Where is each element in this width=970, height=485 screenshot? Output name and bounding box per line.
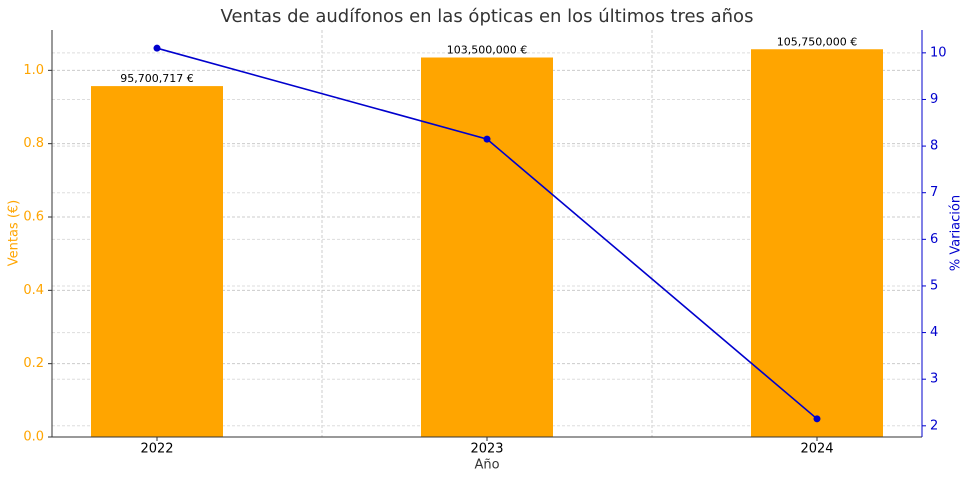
y2-tick-label: 7 <box>930 185 938 200</box>
x-tick-label: 2023 <box>470 442 503 457</box>
y-tick-label: 1.0 <box>23 63 44 78</box>
y2-tick-label: 2 <box>930 418 938 433</box>
y-tick-label: 0.4 <box>23 283 44 298</box>
bar <box>751 49 883 437</box>
y-tick-label: 0.6 <box>23 210 44 225</box>
y2-tick-label: 8 <box>930 139 938 154</box>
y2-tick-label: 9 <box>930 92 938 107</box>
bar <box>91 86 223 437</box>
x-tick-label: 2022 <box>140 442 173 457</box>
y2-tick-label: 10 <box>930 45 947 60</box>
y2-tick-label: 5 <box>930 278 938 293</box>
value-label: 103,500,000 € <box>447 44 527 57</box>
y-tick-label: 0.0 <box>23 430 44 445</box>
y-axis-label: Ventas (€) <box>7 200 22 267</box>
y2-tick-label: 6 <box>930 232 938 247</box>
point <box>153 44 161 52</box>
bar <box>421 57 553 437</box>
y2-tick-label: 3 <box>930 372 938 387</box>
y2-tick-label: 4 <box>930 325 938 340</box>
point <box>813 415 821 423</box>
y-tick-label: 0.8 <box>23 136 44 151</box>
y2-axis-label: % Variación <box>949 195 964 271</box>
chart-title: Ventas de audífonos en las ópticas en lo… <box>221 6 754 27</box>
y-tick-label: 0.2 <box>23 356 44 371</box>
value-label: 105,750,000 € <box>777 35 857 48</box>
value-label: 95,700,717 € <box>120 72 193 85</box>
point <box>483 135 491 143</box>
x-axis-label: Año <box>474 458 499 473</box>
x-tick-label: 2024 <box>800 442 833 457</box>
